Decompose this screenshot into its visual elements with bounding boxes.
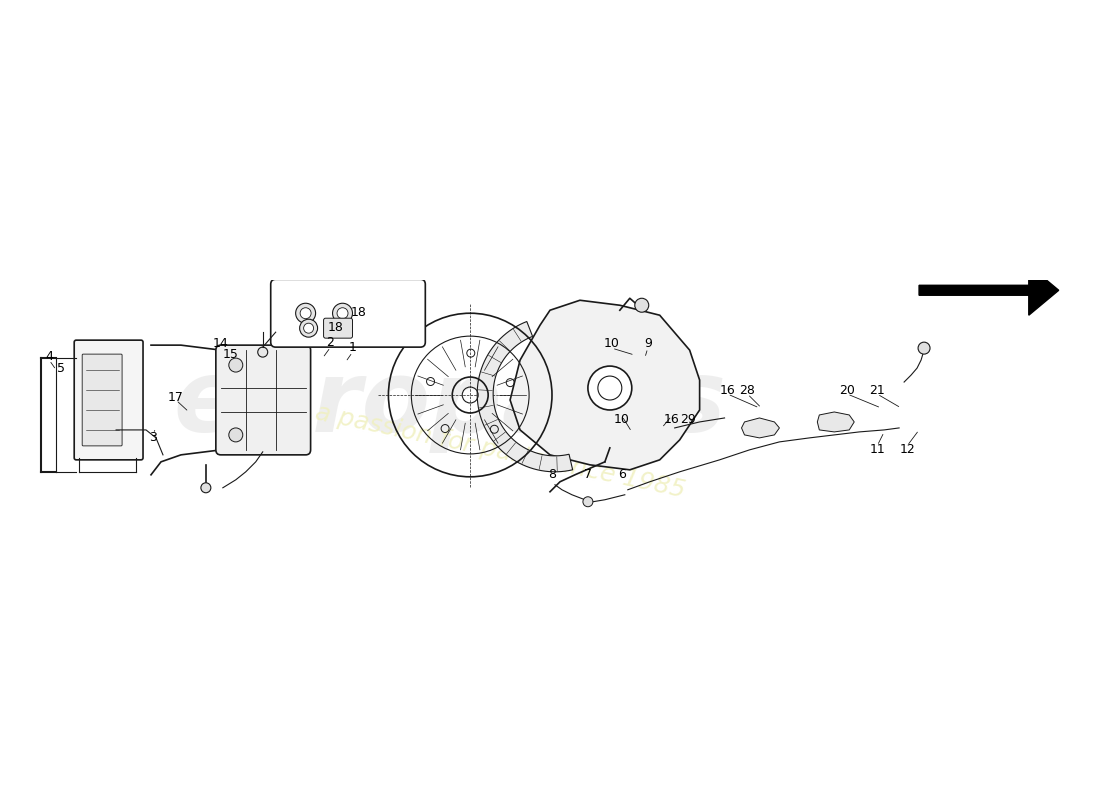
- Text: 10: 10: [614, 414, 630, 426]
- Text: 18: 18: [328, 321, 343, 334]
- Text: 16: 16: [663, 414, 680, 426]
- Polygon shape: [510, 300, 700, 470]
- Text: 28: 28: [739, 383, 756, 397]
- Text: 7: 7: [584, 468, 592, 482]
- Text: 29: 29: [680, 414, 695, 426]
- Circle shape: [587, 366, 631, 410]
- Text: europarts: europarts: [174, 357, 727, 454]
- Polygon shape: [920, 266, 1058, 315]
- Text: 2: 2: [327, 336, 334, 349]
- Circle shape: [583, 497, 593, 506]
- Text: 17: 17: [168, 390, 184, 403]
- Circle shape: [201, 482, 211, 493]
- Circle shape: [337, 308, 348, 318]
- Text: 21: 21: [869, 383, 886, 397]
- Text: 14: 14: [213, 337, 229, 350]
- Text: 5: 5: [57, 362, 65, 374]
- Text: a passion for parts since 1985: a passion for parts since 1985: [312, 401, 688, 503]
- Circle shape: [296, 303, 316, 323]
- Circle shape: [918, 342, 930, 354]
- FancyBboxPatch shape: [82, 354, 122, 446]
- Polygon shape: [817, 412, 855, 432]
- Polygon shape: [741, 418, 780, 438]
- Text: 3: 3: [150, 431, 157, 445]
- Text: 18: 18: [351, 306, 366, 318]
- Text: 12: 12: [899, 443, 915, 456]
- FancyBboxPatch shape: [216, 345, 310, 455]
- Circle shape: [229, 428, 243, 442]
- Text: 15: 15: [223, 348, 239, 361]
- Text: 9: 9: [644, 337, 651, 350]
- Circle shape: [304, 323, 313, 333]
- Polygon shape: [477, 322, 573, 472]
- Circle shape: [635, 298, 649, 312]
- Circle shape: [300, 308, 311, 318]
- Text: 4: 4: [45, 350, 53, 362]
- Circle shape: [257, 347, 267, 357]
- Text: 8: 8: [548, 468, 556, 482]
- Circle shape: [299, 319, 318, 337]
- Text: 10: 10: [604, 337, 619, 350]
- FancyBboxPatch shape: [323, 318, 352, 338]
- Text: 16: 16: [719, 383, 736, 397]
- Text: 20: 20: [839, 383, 855, 397]
- FancyBboxPatch shape: [271, 279, 426, 347]
- Circle shape: [229, 358, 243, 372]
- Text: 6: 6: [618, 468, 626, 482]
- Text: 11: 11: [869, 443, 886, 456]
- Text: 1: 1: [349, 341, 356, 354]
- Circle shape: [332, 303, 352, 323]
- FancyBboxPatch shape: [74, 340, 143, 460]
